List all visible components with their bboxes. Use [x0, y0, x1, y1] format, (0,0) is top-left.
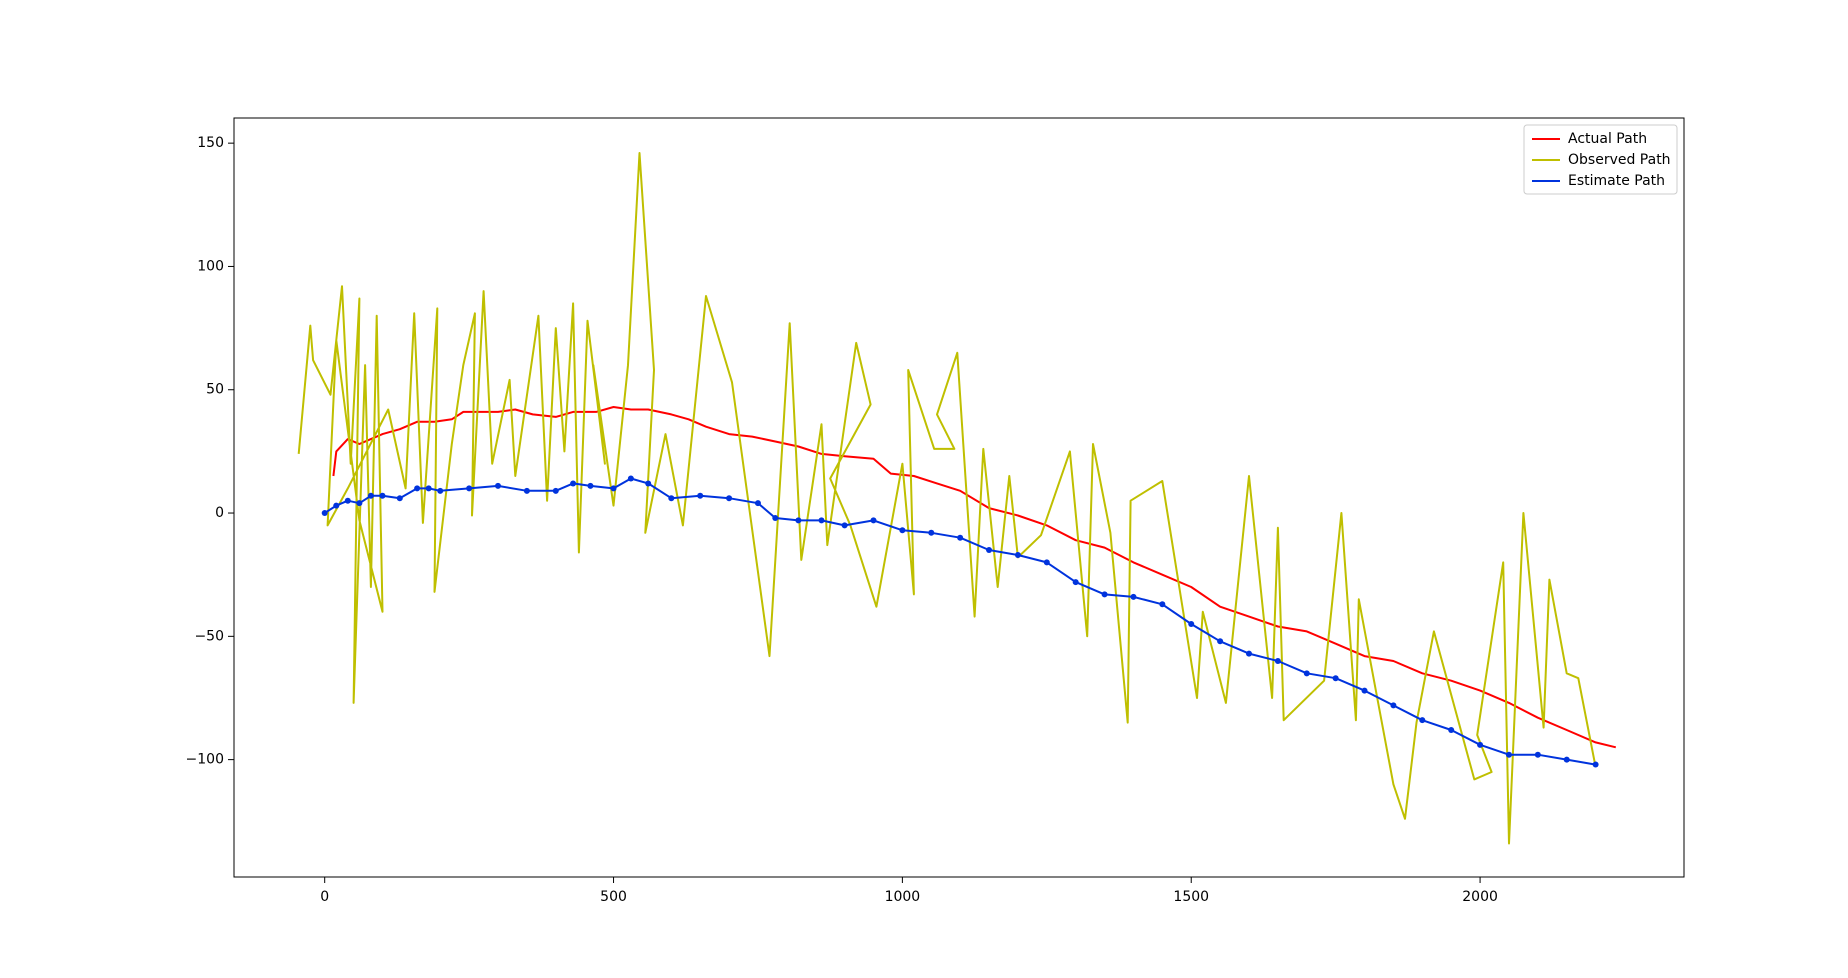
- x-tick-label: 2000: [1462, 889, 1498, 905]
- point: [1217, 638, 1224, 645]
- point: [495, 482, 502, 489]
- legend-label: Actual Path: [1568, 131, 1647, 147]
- point: [1130, 593, 1137, 600]
- point: [1390, 702, 1397, 709]
- point: [1448, 727, 1455, 734]
- point: [1246, 650, 1252, 657]
- point: [957, 534, 964, 541]
- plot-frame: [233, 117, 1685, 878]
- point: [1592, 761, 1599, 768]
- point: [841, 522, 848, 529]
- point: [1505, 751, 1512, 758]
- point: [1477, 741, 1484, 748]
- x-tick-label: 1500: [1173, 889, 1209, 905]
- point: [466, 485, 473, 492]
- legend-label: Estimate Path: [1568, 173, 1665, 189]
- point: [1534, 751, 1541, 758]
- point: [1303, 670, 1310, 677]
- y-tick-label: 150: [197, 135, 224, 151]
- point: [1332, 675, 1339, 682]
- point: [870, 517, 877, 524]
- point: [1361, 687, 1368, 694]
- point: [425, 485, 432, 492]
- point: [818, 517, 825, 524]
- point: [1159, 601, 1166, 608]
- point: [1043, 559, 1050, 566]
- point: [1188, 621, 1195, 627]
- point: [928, 529, 935, 536]
- y-tick-label: 50: [206, 382, 224, 398]
- point: [645, 480, 652, 487]
- point: [1563, 756, 1570, 763]
- point: [414, 485, 421, 492]
- point: [570, 480, 577, 487]
- point: [333, 502, 340, 509]
- point: [437, 487, 444, 494]
- x-tick-label: 0: [320, 889, 329, 905]
- point: [356, 500, 363, 507]
- point: [610, 485, 617, 492]
- point: [1072, 579, 1079, 586]
- point: [899, 527, 906, 534]
- point: [726, 495, 733, 502]
- point: [523, 487, 530, 494]
- point: [754, 500, 761, 507]
- point: [627, 475, 634, 482]
- y-tick-label: −100: [186, 752, 224, 768]
- point: [1274, 657, 1281, 664]
- point: [396, 495, 403, 502]
- point: [587, 482, 594, 489]
- series-line: [297, 152, 1597, 845]
- point: [321, 510, 328, 517]
- point: [379, 492, 386, 499]
- point: [552, 487, 559, 494]
- point: [1014, 551, 1021, 558]
- x-tick-label: 1000: [885, 889, 921, 905]
- legend-label: Observed Path: [1568, 152, 1671, 168]
- y-tick-label: 0: [215, 505, 224, 521]
- point: [697, 492, 704, 499]
- y-tick-label: 100: [197, 258, 224, 274]
- point: [772, 514, 779, 521]
- point: [986, 547, 993, 554]
- point: [344, 497, 351, 504]
- point: [1101, 591, 1108, 598]
- y-tick-label: −50: [194, 628, 224, 644]
- point: [795, 517, 802, 524]
- legend-box: [1523, 124, 1678, 195]
- point: [1419, 717, 1426, 724]
- x-tick-label: 500: [600, 889, 627, 905]
- point: [367, 492, 374, 499]
- point: [668, 495, 675, 502]
